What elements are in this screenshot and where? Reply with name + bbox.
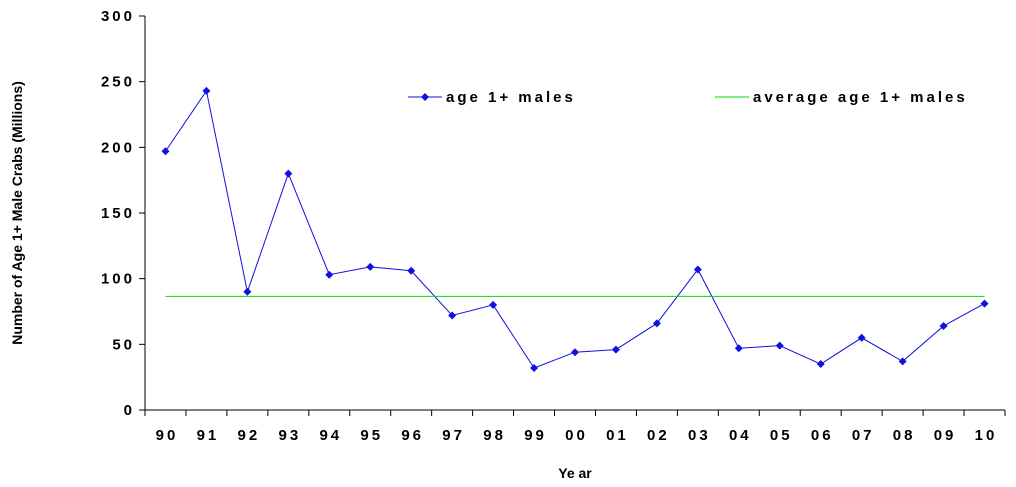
x-tick-label: 92 (238, 427, 261, 444)
y-tick-label: 150 (101, 205, 135, 222)
y-tick-label: 0 (124, 402, 135, 419)
data-point (939, 321, 948, 330)
legend: age 1+ males average age 1+ males (408, 89, 968, 106)
x-tick-label: 07 (852, 427, 875, 444)
data-point (693, 265, 702, 274)
data-point (734, 344, 743, 353)
x-axis: 90 91 92 93 94 95 96 97 98 99 00 01 02 03 04 05 06 07 08 09… (144, 409, 1006, 444)
x-tick-label: 10 (975, 427, 998, 444)
data-point (489, 300, 498, 309)
legend-label: age 1+ males (446, 89, 576, 106)
data-point (652, 319, 661, 328)
x-tick-label: 94 (319, 427, 342, 444)
data-point (448, 311, 457, 320)
x-tick-label: 99 (524, 427, 547, 444)
x-tick-label: 09 (934, 427, 957, 444)
data-point (571, 348, 579, 357)
x-tick-label: 90 (156, 427, 179, 444)
legend-label: average age 1+ males (753, 89, 968, 106)
x-axis-title: Ye ar (558, 465, 592, 481)
series-line-0 (165, 89, 985, 369)
y-tick-label: 50 (112, 336, 135, 353)
x-tick-label: 05 (770, 427, 793, 444)
x-tick-label: 04 (729, 427, 752, 444)
y-tick-label: 250 (101, 74, 135, 91)
y-tick-label: 300 (101, 8, 135, 25)
y-tick-label: 200 (101, 139, 135, 156)
data-point (816, 360, 825, 369)
data-point (775, 341, 784, 350)
x-tick-label: 02 (647, 427, 670, 444)
data-point (407, 266, 416, 275)
data-point (161, 147, 170, 156)
x-tick-label: 98 (483, 427, 506, 444)
data-point (325, 270, 334, 279)
x-tick-label: 00 (565, 427, 588, 444)
series-layer (161, 86, 989, 372)
y-axis: 0 50 100 150 200 250 300 (101, 8, 146, 419)
y-axis-title: Number of Age 1+ Male Crabs (Millions) (9, 81, 25, 345)
data-point (243, 287, 252, 296)
y-tick-label: 100 (101, 271, 135, 288)
x-tick-label: 01 (606, 427, 629, 444)
legend-marker (421, 93, 429, 101)
data-point (898, 357, 907, 366)
x-tick-label: 08 (893, 427, 916, 444)
x-tick-label: 03 (688, 427, 711, 444)
data-point (202, 86, 211, 95)
x-tick-label: 96 (401, 427, 424, 444)
data-point (530, 363, 539, 372)
x-tick-label: 97 (442, 427, 465, 444)
data-point (857, 333, 866, 342)
x-tick-label: 06 (811, 427, 834, 444)
x-tick-label: 93 (278, 427, 301, 444)
x-tick-label: 95 (360, 427, 383, 444)
data-point (366, 262, 375, 271)
data-point (284, 169, 293, 178)
data-point (980, 299, 989, 308)
data-point (611, 345, 620, 354)
x-tick-label: 91 (197, 427, 220, 444)
